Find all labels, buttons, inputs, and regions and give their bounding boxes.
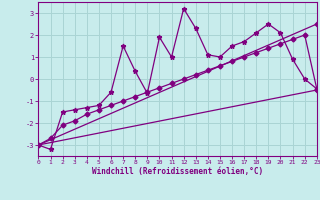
X-axis label: Windchill (Refroidissement éolien,°C): Windchill (Refroidissement éolien,°C): [92, 167, 263, 176]
